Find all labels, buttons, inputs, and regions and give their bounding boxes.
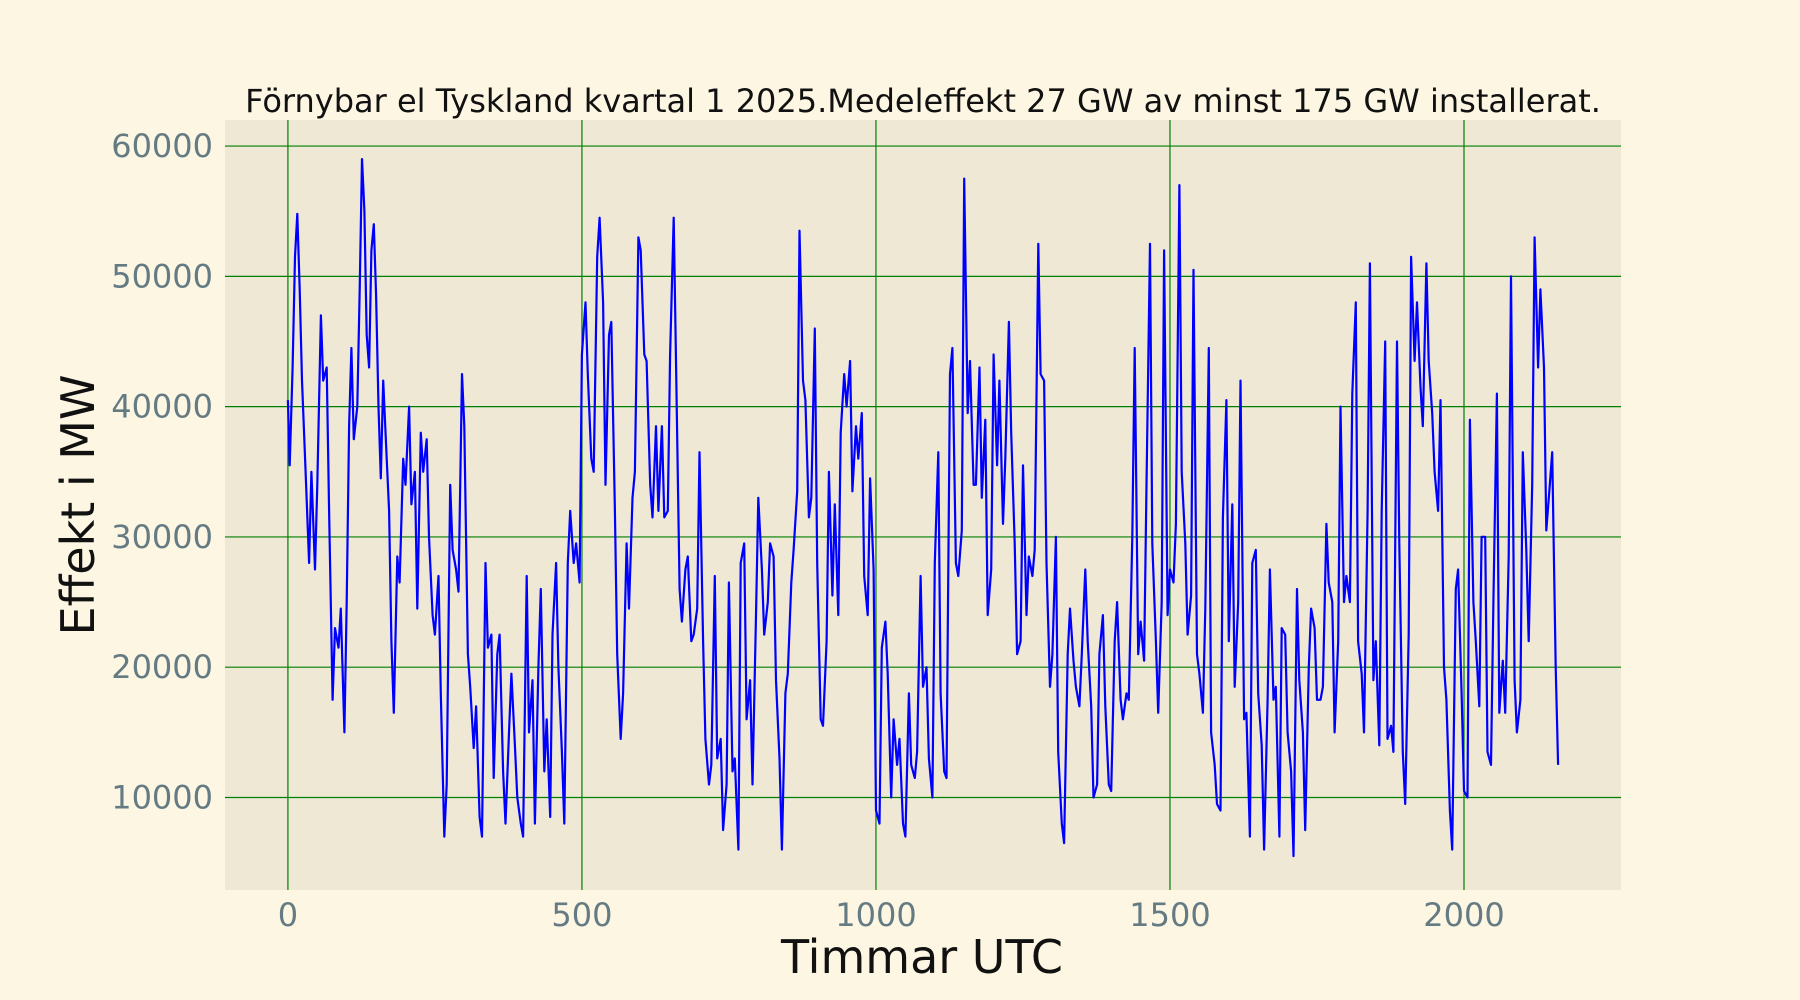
y-axis-label: Effekt i MW	[51, 375, 105, 636]
y-tick-label: 10000	[111, 778, 213, 816]
series-layer	[286, 158, 1560, 858]
chart-title: Förnybar el Tyskland kvartal 1 2025.Mede…	[245, 82, 1601, 120]
y-tick-label: 60000	[111, 127, 213, 165]
x-tick-label: 500	[551, 896, 612, 934]
y-tick-label: 20000	[111, 648, 213, 686]
plot-area	[225, 120, 1621, 890]
series-line	[286, 158, 1560, 858]
x-tick-label: 1500	[1129, 896, 1210, 934]
x-tick-label: 0	[278, 896, 298, 934]
x-tick-label: 1000	[835, 896, 916, 934]
y-tick-label: 30000	[111, 518, 213, 556]
x-tick-label: 2000	[1423, 896, 1504, 934]
tick-labels: 10000 20000 30000 40000 50000 60000 0 500 1000 15…	[111, 127, 1505, 934]
y-tick-label: 50000	[111, 257, 213, 295]
y-tick-label: 40000	[111, 388, 213, 426]
x-axis-label: Timmar UTC	[780, 930, 1063, 984]
